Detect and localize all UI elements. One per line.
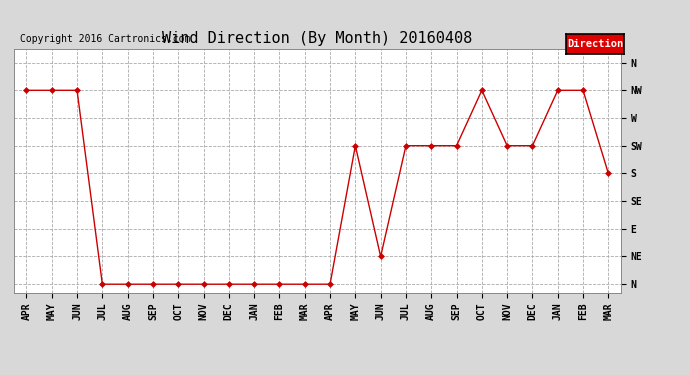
Text: Direction: Direction — [567, 39, 623, 49]
Text: Copyright 2016 Cartronics.com: Copyright 2016 Cartronics.com — [20, 34, 190, 44]
Title: Wind Direction (By Month) 20160408: Wind Direction (By Month) 20160408 — [162, 31, 473, 46]
